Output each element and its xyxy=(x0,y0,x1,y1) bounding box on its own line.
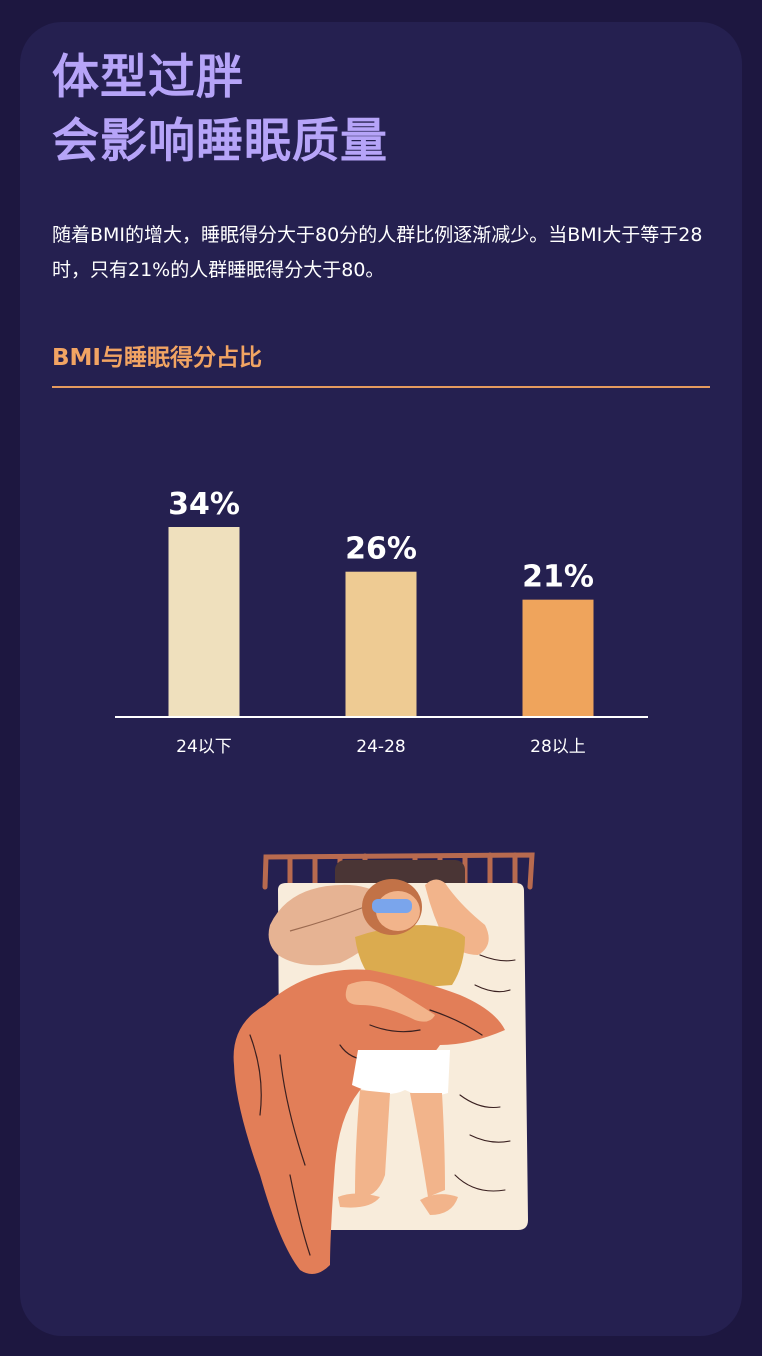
x-tick-label-3: 28以上 xyxy=(530,737,586,757)
bar-value-label-3: 21% xyxy=(522,560,594,595)
bar-1 xyxy=(169,527,240,717)
bar-3 xyxy=(523,600,594,717)
x-tick-label-2: 24-28 xyxy=(356,737,405,757)
bar-value-label-1: 34% xyxy=(168,487,240,522)
bmi-bar-chart: 34% 24以下 26% 24-28 21% 28以上 xyxy=(0,0,762,800)
bar-value-label-2: 26% xyxy=(345,532,417,567)
person-sleeping-in-bed-icon xyxy=(220,845,540,1285)
x-tick-label-1: 24以下 xyxy=(176,737,232,757)
bar-2 xyxy=(346,572,417,717)
